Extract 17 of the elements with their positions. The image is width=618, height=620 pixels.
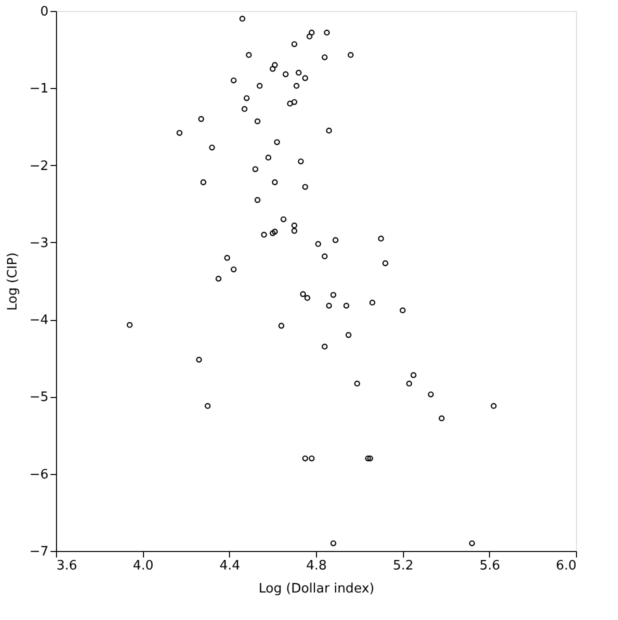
x-tick-label: 5.6 — [479, 558, 500, 574]
x-tick-label: 4.8 — [306, 558, 327, 574]
y-tick-label: −1 — [29, 82, 48, 97]
y-tick-label: −2 — [29, 158, 48, 174]
x-tick-label: 4.0 — [132, 558, 154, 574]
y-tick-label: −5 — [29, 390, 48, 406]
x-tick-label: 4.4 — [219, 558, 240, 574]
y-axis-title: Log (CIP) — [5, 252, 20, 311]
y-tick-label: −4 — [29, 313, 48, 328]
y-tick-label: −3 — [29, 236, 48, 251]
x-axis-title: Log (Dollar index) — [258, 582, 374, 596]
x-tick-label: 3.6 — [56, 558, 78, 574]
y-tick-label: 0 — [40, 4, 48, 20]
y-tick-label: −7 — [29, 544, 48, 560]
x-tick-label: 5.2 — [392, 558, 414, 574]
y-tick-label: −6 — [29, 467, 48, 482]
x-tick-label: 6.0 — [556, 558, 576, 574]
